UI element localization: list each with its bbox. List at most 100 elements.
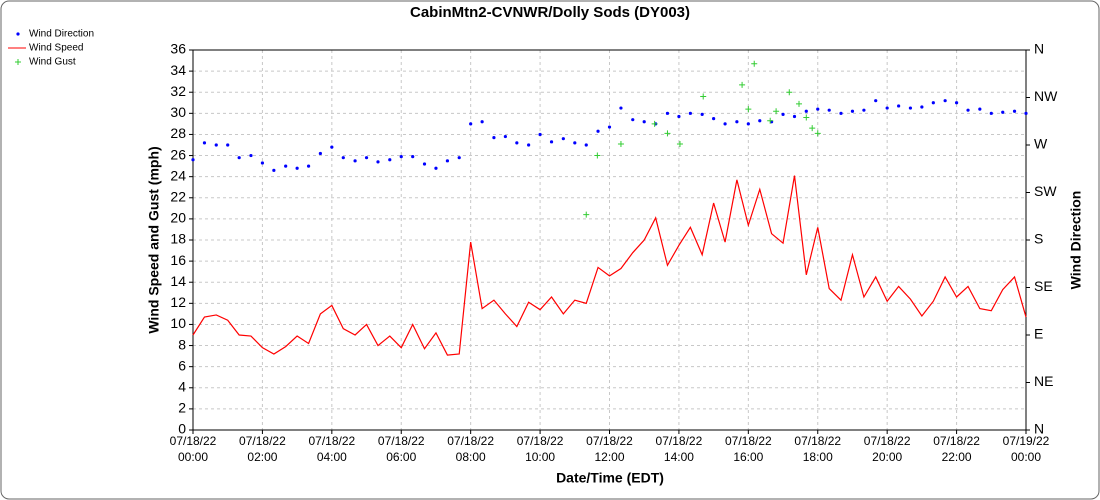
direction-point (353, 159, 357, 163)
y2-tick-label: SE (1034, 278, 1053, 294)
gust-point (767, 117, 774, 124)
direction-point (920, 105, 924, 109)
gust-point (786, 89, 793, 96)
direction-point (758, 119, 762, 123)
y-tick-label: 28 (170, 125, 186, 141)
direction-point (723, 122, 727, 126)
direction-point (792, 114, 797, 119)
direction-point (388, 158, 392, 162)
direction-point (816, 107, 820, 111)
direction-point (665, 111, 670, 115)
direction-point (561, 137, 565, 141)
direction-point (492, 136, 496, 140)
y-tick-label: 6 (178, 357, 186, 373)
direction-point (839, 111, 843, 115)
direction-point (897, 104, 901, 108)
direction-point (295, 166, 299, 170)
y2-tick-label: NE (1034, 373, 1053, 389)
y2-tick-label: W (1034, 136, 1048, 152)
direction-point (712, 117, 716, 121)
direction-point (642, 120, 646, 124)
x-tick-label: 07/18/22 12:00 (586, 434, 633, 464)
direction-point (850, 109, 855, 113)
y-tick-label: 26 (170, 146, 186, 162)
x-tick-label: 07/18/22 04:00 (308, 434, 355, 464)
direction-point (1001, 110, 1005, 114)
x-tick-label: 07/18/22 08:00 (447, 434, 494, 464)
direction-point (688, 111, 692, 115)
direction-point (469, 122, 473, 126)
y-tick-label: 22 (170, 188, 186, 204)
x-tick-label: 07/18/22 20:00 (864, 434, 911, 464)
x-tick-label: 07/18/22 00:00 (170, 434, 217, 464)
direction-point (260, 161, 265, 165)
direction-point (700, 112, 704, 116)
y-tick-label: 10 (170, 315, 186, 331)
y-tick-label: 12 (170, 294, 186, 310)
gust-point (796, 100, 803, 107)
y-tick-label: 16 (170, 252, 186, 268)
x-tick-label: 07/19/22 00:00 (1003, 434, 1050, 464)
direction-point (735, 120, 739, 124)
direction-point (908, 106, 913, 110)
direction-point (237, 156, 241, 160)
direction-point (943, 99, 947, 103)
legend-label: Wind Speed (29, 43, 83, 54)
direction-point (411, 155, 415, 159)
direction-point (434, 166, 438, 170)
direction-point (191, 158, 195, 162)
x-tick-label: 07/18/22 06:00 (378, 434, 425, 464)
direction-point (862, 108, 866, 112)
direction-point (226, 143, 230, 147)
direction-point (966, 108, 970, 112)
direction-point (515, 141, 519, 145)
legend-marker (16, 32, 20, 36)
y2-axis-label: Wind Direction (1068, 191, 1084, 290)
gust-point (664, 130, 671, 137)
direction-point (619, 106, 623, 110)
y-tick-label: 30 (170, 104, 186, 120)
direction-point (399, 155, 403, 159)
direction-point (874, 99, 878, 103)
direction-point (538, 132, 542, 137)
direction-point (631, 118, 635, 122)
direction-point (503, 134, 507, 139)
direction-point (527, 143, 531, 147)
gust-point (583, 211, 590, 218)
y2-tick-label: S (1034, 231, 1043, 247)
x-tick-label: 07/18/22 10:00 (517, 434, 564, 464)
gust-point (676, 140, 683, 147)
direction-point (549, 140, 554, 144)
direction-point (584, 143, 588, 147)
direction-point (677, 114, 681, 119)
y-tick-label: 20 (170, 210, 186, 226)
direction-point (480, 120, 484, 124)
gust-point (700, 93, 707, 100)
x-tick-label: 07/18/22 14:00 (656, 434, 703, 464)
direction-point (1012, 109, 1017, 113)
y-axis-label: Wind Speed and Gust (mph) (146, 146, 162, 333)
gust-point (809, 125, 816, 132)
direction-point (954, 101, 959, 105)
y2-tick-label: E (1034, 326, 1043, 342)
direction-point (885, 106, 889, 110)
direction-point (457, 156, 461, 160)
gust-point (745, 106, 752, 113)
chart-title: CabinMtn2-CVNWR/Dolly Sods (DY003) (410, 4, 690, 21)
direction-point (272, 168, 276, 172)
gust-point (773, 108, 780, 115)
legend-marker (15, 59, 21, 65)
direction-point (341, 156, 345, 160)
direction-point (306, 164, 311, 168)
direction-point (376, 160, 380, 164)
x-tick-label: 07/18/22 16:00 (725, 434, 772, 464)
direction-point (607, 125, 612, 129)
y-tick-label: 14 (170, 273, 186, 289)
gust-point (803, 114, 810, 121)
y-tick-label: 8 (178, 336, 186, 352)
y-tick-label: 4 (178, 378, 186, 394)
x-tick-label: 07/18/22 02:00 (239, 434, 286, 464)
direction-point (330, 145, 334, 149)
y-tick-label: 2 (178, 400, 186, 416)
